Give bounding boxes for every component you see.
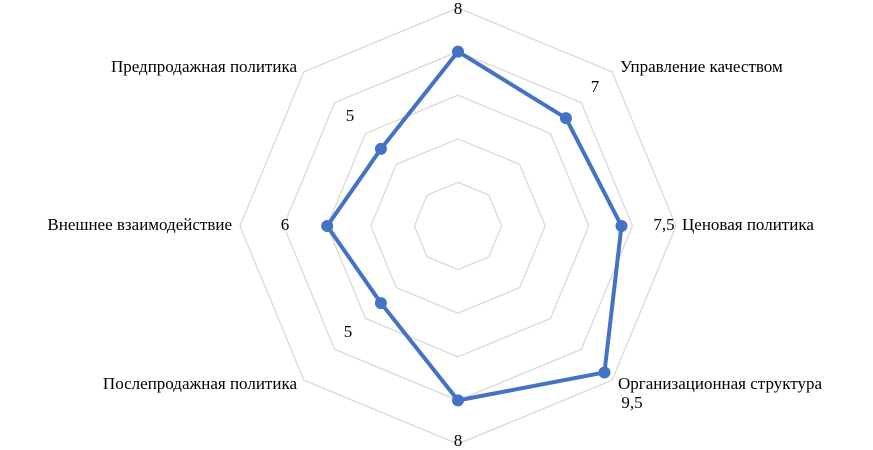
- value-label: 5: [344, 322, 353, 341]
- grid-ring: [370, 138, 546, 314]
- value-label: 8: [454, 0, 463, 18]
- category-label: Предпродажная политика: [111, 57, 297, 76]
- grid-ring: [239, 7, 677, 445]
- grid-ring: [282, 50, 634, 402]
- data-point: [374, 297, 387, 310]
- category-label: Организационная структура: [618, 374, 822, 393]
- value-label: 9,5: [621, 393, 642, 412]
- data-point: [615, 220, 628, 232]
- category-label: Ценовая политика: [682, 215, 814, 234]
- category-label: Послепродажная политика: [103, 374, 298, 393]
- data-point: [321, 220, 334, 232]
- grid-ring: [413, 181, 503, 271]
- value-label: 6: [281, 215, 290, 234]
- category-label: Внешнее взаимодействие: [47, 215, 232, 234]
- category-label: Управление качеством: [620, 57, 783, 76]
- data-point: [598, 366, 611, 379]
- grid-ring: [326, 94, 590, 358]
- value-label: 7: [591, 77, 600, 96]
- data-point: [374, 142, 387, 155]
- value-label: 7,5: [653, 215, 674, 234]
- data-point: [452, 45, 464, 58]
- value-label: 8: [454, 431, 463, 450]
- value-label: 5: [346, 106, 355, 125]
- data-point: [452, 394, 464, 407]
- data-point: [559, 112, 572, 125]
